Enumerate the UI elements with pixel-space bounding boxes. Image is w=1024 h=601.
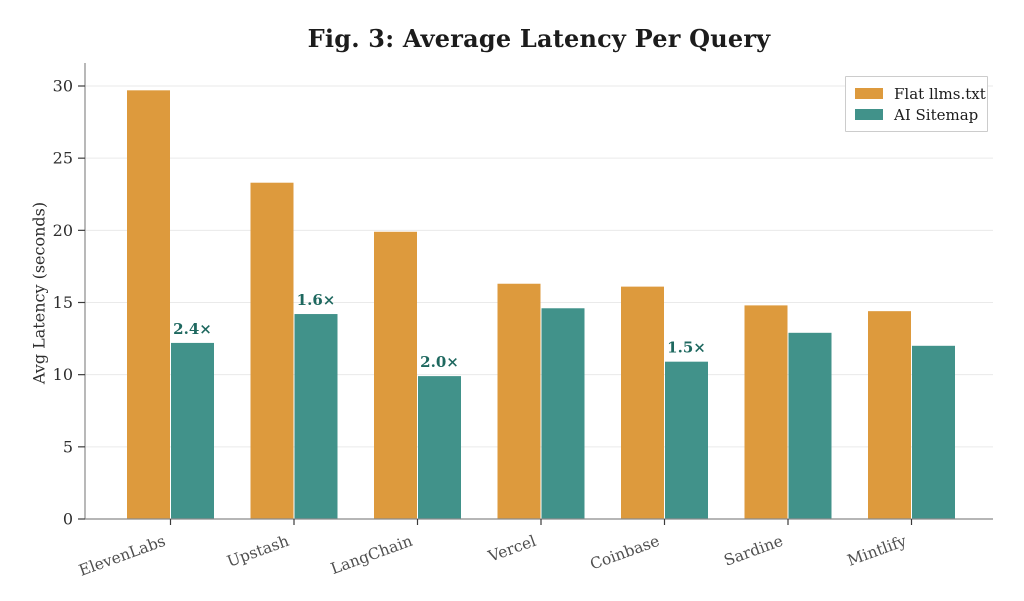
y-tick-label-5: 5: [63, 437, 73, 456]
bar-ai-sitemap-elevenlabs: [171, 342, 214, 519]
y-tick-label-10: 10: [53, 365, 73, 384]
bar-ai-sitemap-langchain: [418, 376, 461, 519]
ratio-annotation-upstash: 1.6×: [297, 291, 336, 309]
x-tick-label-mintlify: Mintlify: [845, 532, 909, 570]
legend-item-ai-sitemap: AI Sitemap: [855, 104, 979, 125]
legend: Flat llms.txt AI Sitemap: [845, 76, 988, 132]
y-tick-label-20: 20: [53, 221, 73, 240]
x-tick-label-sardine: Sardine: [722, 532, 786, 570]
bar-flat-llms-txt-elevenlabs: [127, 90, 170, 519]
chart-title: Fig. 3: Average Latency Per Query: [307, 24, 771, 53]
ratio-annotation-langchain: 2.0×: [420, 353, 459, 371]
bar-ai-sitemap-vercel: [541, 308, 585, 519]
x-tick-label-elevenlabs: ElevenLabs: [76, 532, 167, 580]
y-tick-label-25: 25: [53, 149, 73, 168]
y-tick-label-30: 30: [53, 77, 73, 96]
legend-swatch-flat-llms-txt: [855, 88, 883, 99]
bar-flat-llms-txt-coinbase: [621, 286, 664, 519]
bar-ai-sitemap-coinbase: [665, 361, 708, 519]
bar-ai-sitemap-sardine: [788, 332, 832, 519]
bar-flat-llms-txt-upstash: [250, 182, 294, 519]
bar-flat-llms-txt-mintlify: [868, 311, 911, 519]
legend-swatch-ai-sitemap: [855, 109, 883, 120]
ratio-annotation-elevenlabs: 2.4×: [173, 320, 212, 338]
bar-flat-llms-txt-vercel: [497, 283, 541, 519]
ratio-annotation-coinbase: 1.5×: [667, 339, 706, 357]
x-tick-label-vercel: Vercel: [485, 532, 538, 566]
bar-ai-sitemap-upstash: [294, 314, 338, 519]
bar-flat-llms-txt-langchain: [374, 231, 417, 519]
y-tick-label-0: 0: [63, 510, 73, 529]
x-tick-label-upstash: Upstash: [225, 532, 292, 571]
bar-flat-llms-txt-sardine: [744, 305, 788, 519]
y-tick-label-15: 15: [53, 293, 73, 312]
legend-label-flat-llms-txt: Flat llms.txt: [894, 84, 986, 103]
x-tick-label-coinbase: Coinbase: [588, 532, 662, 574]
bar-ai-sitemap-mintlify: [912, 345, 955, 519]
x-tick-label-langchain: LangChain: [328, 532, 414, 578]
legend-label-ai-sitemap: AI Sitemap: [894, 105, 979, 124]
legend-item-flat-llms-txt: Flat llms.txt: [855, 83, 986, 104]
